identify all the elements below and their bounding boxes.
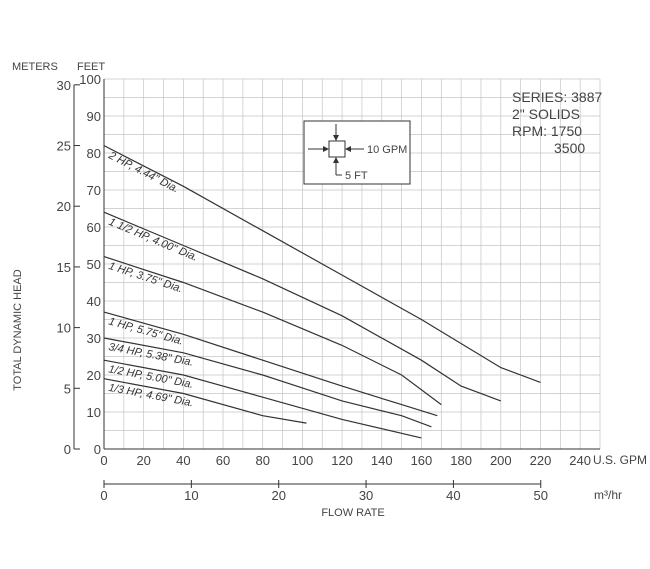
y2-tick-label: 30	[57, 78, 71, 93]
y2-tick-label: 25	[57, 139, 71, 154]
x2-tick-label: 30	[359, 488, 373, 503]
y2-tick-label: 10	[57, 321, 71, 336]
curve-1-hp-3-75-dia	[103, 256, 442, 406]
y-tick-label: 30	[87, 331, 101, 346]
scale-key-square	[328, 140, 346, 158]
y2-tick-label: 0	[64, 442, 71, 457]
x-tick-label: 120	[331, 453, 353, 468]
curve-label: 1 1/2 HP, 4.00" Dia.	[107, 216, 200, 264]
info-rpm-2: 3500	[554, 140, 585, 156]
y-axis-label: TOTAL DYNAMIC HEAD	[12, 269, 24, 390]
curve-1-3-hp-4-69-dia	[103, 378, 307, 424]
info-series: SERIES: 3887	[512, 89, 602, 105]
x-tick-label: 240	[569, 453, 591, 468]
y-tick-label: 10	[87, 405, 101, 420]
curve-label: 1 HP, 3.75" Dia.	[107, 260, 184, 295]
x-tick-label: 180	[450, 453, 472, 468]
x2-tick-label: 40	[446, 488, 460, 503]
curve-1-2-hp-5-00-dia	[103, 359, 422, 439]
y-tick-label: 90	[87, 109, 101, 124]
x2-tick-label: 0	[100, 488, 107, 503]
x-tick-label: 0	[100, 453, 107, 468]
x-tick-label: 60	[216, 453, 230, 468]
y-tick-label: 60	[87, 220, 101, 235]
axes	[73, 79, 600, 488]
curve-1-hp-5-75-dia	[103, 311, 438, 417]
curve-2-hp-4-44-dia	[103, 145, 541, 383]
x-tick-label: 100	[292, 453, 314, 468]
scale-key-box	[303, 120, 411, 185]
y-tick-label: 70	[87, 183, 101, 198]
y-tick-label: 40	[87, 294, 101, 309]
x-unit-label: U.S. GPM	[593, 453, 647, 467]
x-axis-label: FLOW RATE	[321, 507, 384, 519]
y2-tick-label: 20	[57, 199, 71, 214]
x2-tick-label: 10	[184, 488, 198, 503]
x-tick-label: 160	[411, 453, 433, 468]
x2-tick-label: 20	[271, 488, 285, 503]
curve-1-1-2-hp-4-00-dia	[103, 211, 502, 402]
y-tick-label: 50	[87, 257, 101, 272]
y-left-unit-label: METERS	[12, 61, 58, 73]
x-tick-label: 20	[136, 453, 150, 468]
y-tick-label: 0	[94, 442, 101, 457]
info-box: SERIES: 3887 2" SOLIDS RPM: 1750 3500	[512, 89, 602, 156]
x-tick-label: 40	[176, 453, 190, 468]
x2-tick-label: 50	[534, 488, 548, 503]
x-tick-label: 140	[371, 453, 393, 468]
x-tick-label: 220	[530, 453, 552, 468]
curve-label: 2 HP, 4.44" Dia.	[106, 149, 181, 195]
info-rpm: RPM: 1750	[512, 123, 582, 139]
scale-key-ft: 5 FT	[345, 170, 368, 182]
curves	[103, 145, 541, 439]
y-tick-label: 20	[87, 368, 101, 383]
y-right-unit-label: FEET	[77, 61, 105, 73]
y2-tick-label: 15	[57, 260, 71, 275]
info-solids: 2" SOLIDS	[512, 106, 580, 122]
x-tick-label: 200	[490, 453, 512, 468]
x-tick-label: 80	[255, 453, 269, 468]
y-tick-label: 80	[87, 146, 101, 161]
scale-key: 10 GPM 5 FT	[303, 120, 411, 185]
y-tick-label: 100	[79, 72, 101, 87]
scale-key-gpm: 10 GPM	[367, 144, 407, 156]
x2-unit-label: m³/hr	[594, 488, 622, 502]
y2-tick-label: 5	[64, 381, 71, 396]
curve-3-4-hp-5-38-dia	[103, 337, 432, 428]
